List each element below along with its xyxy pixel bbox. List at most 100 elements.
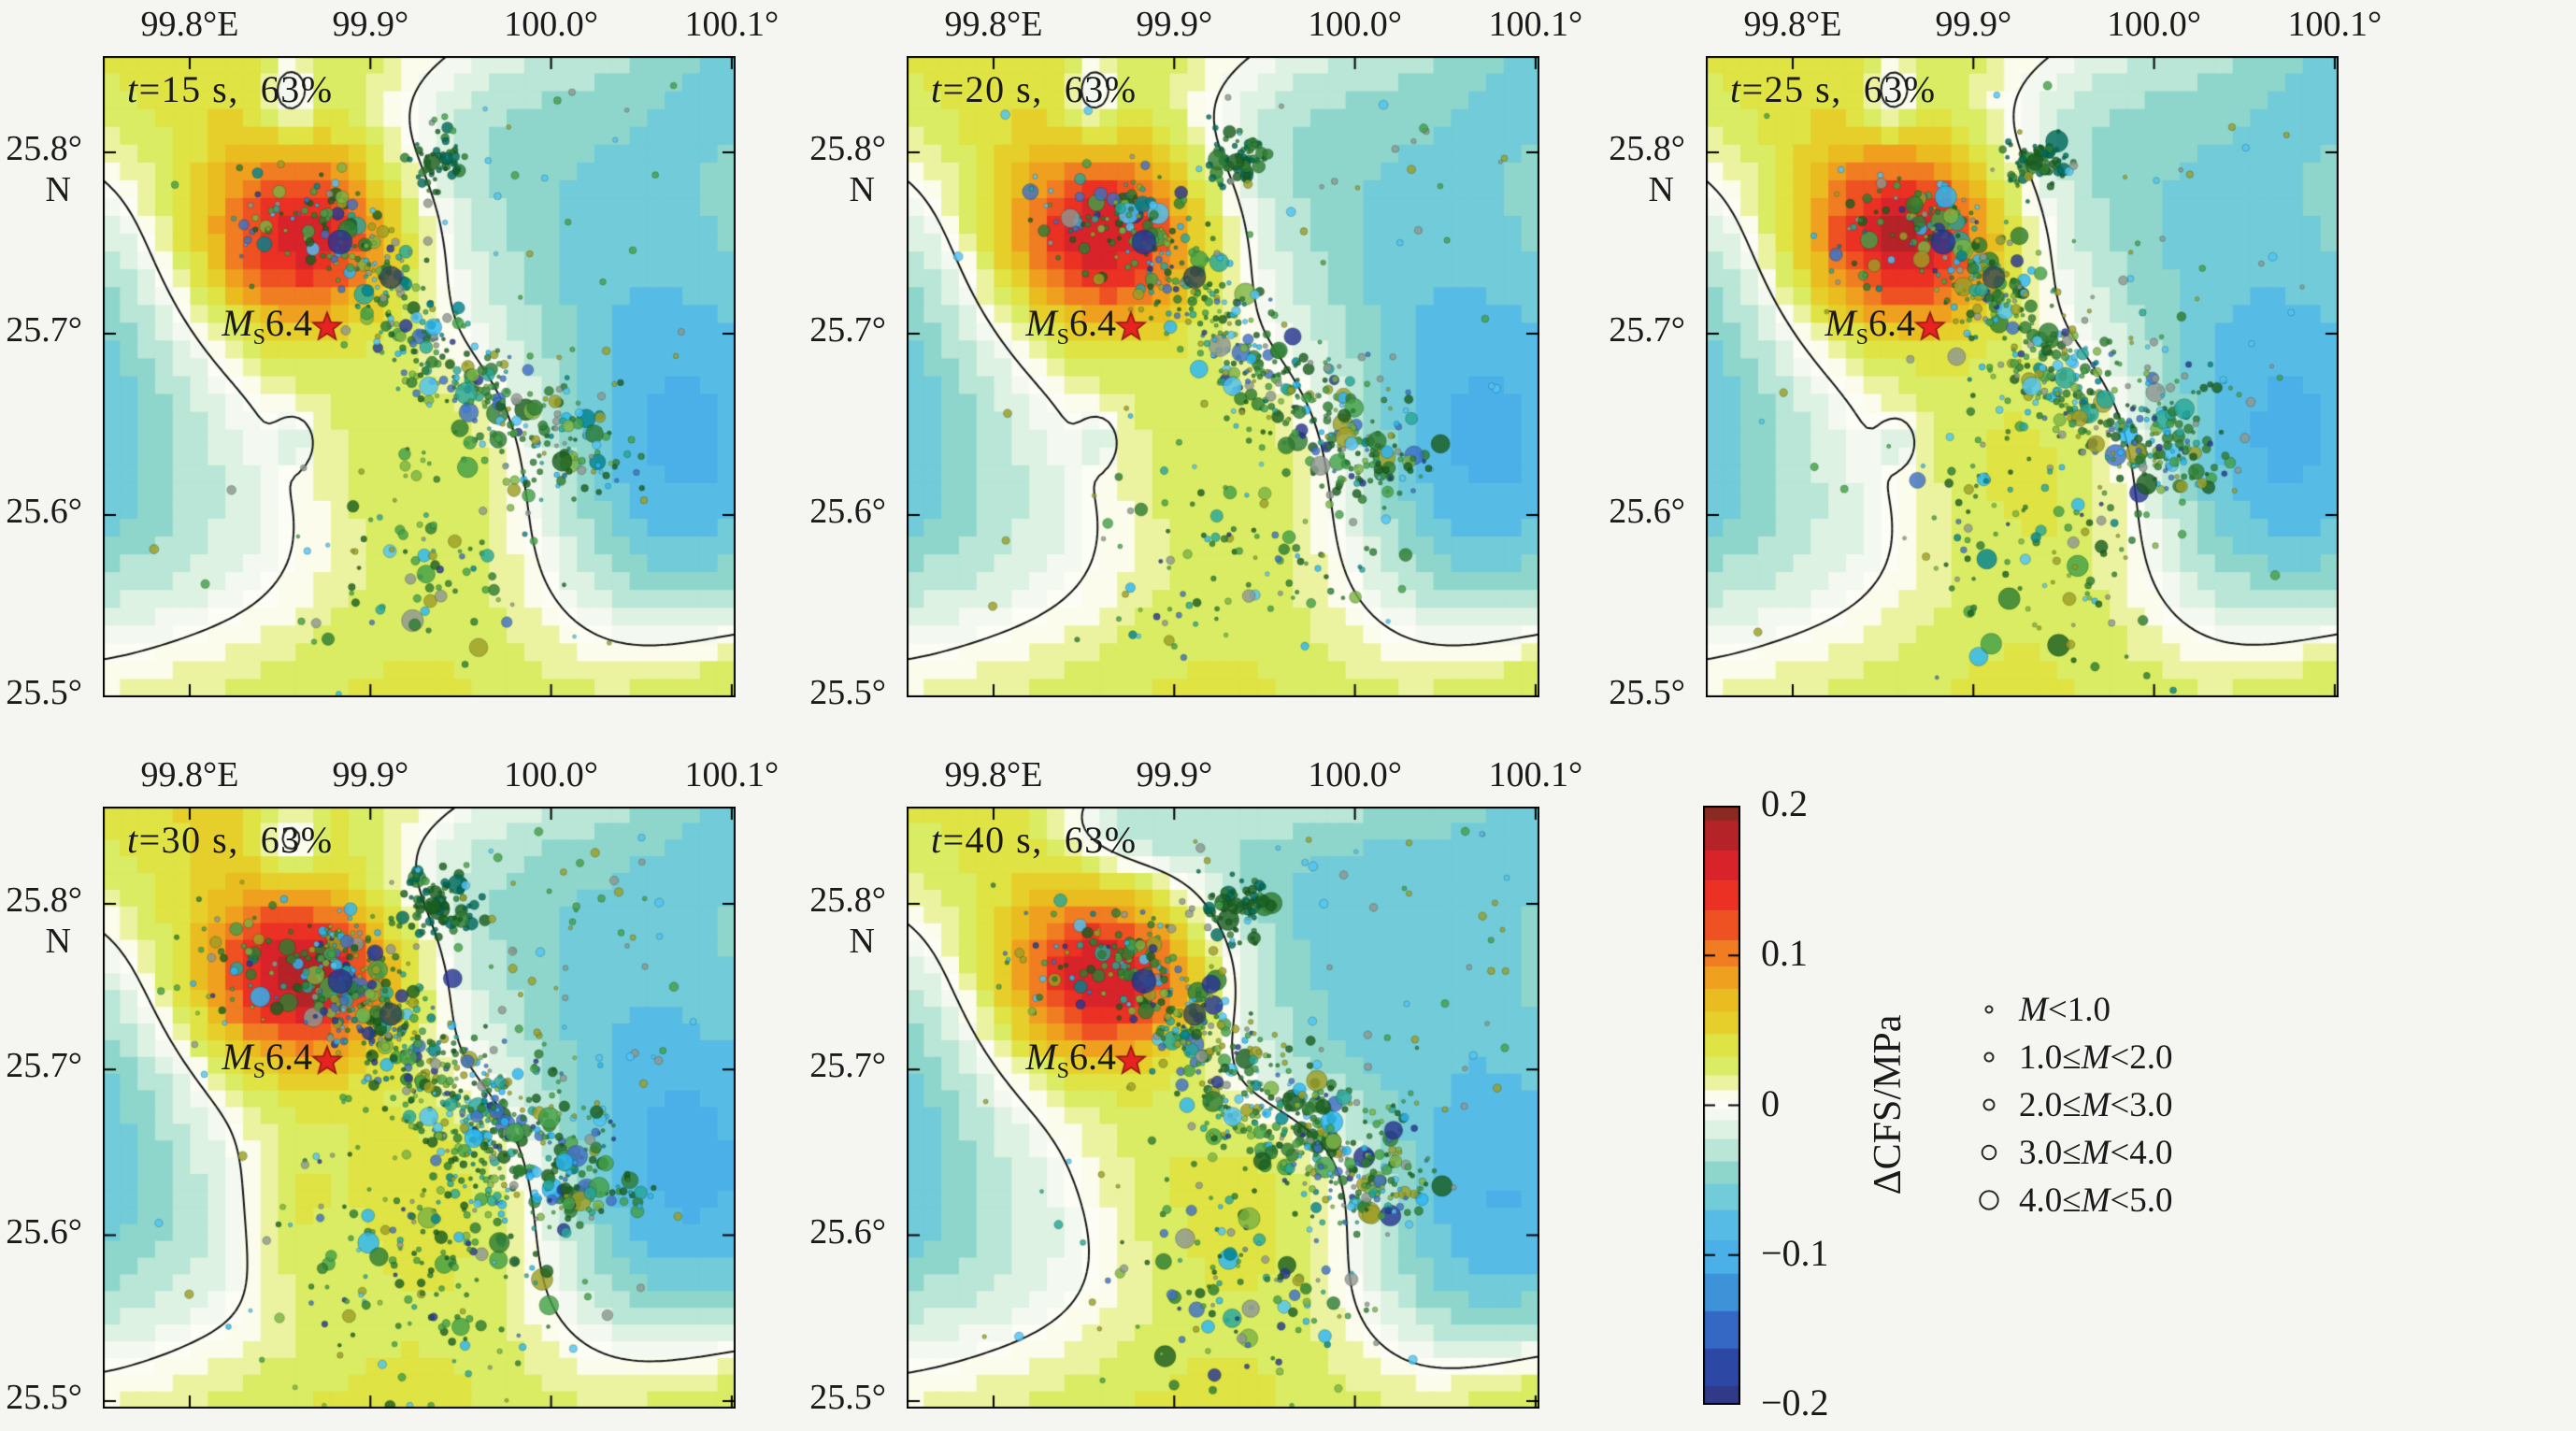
epicenter-label-part: S: [1855, 325, 1868, 351]
map-panel-t40: 99.8°E 99.9° 100.0° 100.1° 25.8° 25.7° 25.6° 25…: [809, 755, 1582, 1417]
map-panel-t20: 99.8°E 99.9° 100.0° 100.1° 25.8° 25.7° 25.6° 25…: [809, 5, 1582, 712]
y-axis-tick-label: 25.6°: [809, 1211, 886, 1252]
magnitude-circle-icon: [1982, 1098, 1996, 1111]
magnitude-legend-label-part: 2.0≤: [2019, 1086, 2082, 1124]
epicenter-label-part: S: [252, 325, 265, 351]
y-axis-tick-label: 25.8°: [809, 129, 886, 168]
magnitude-legend-label-part: 4.0≤: [2019, 1181, 2082, 1220]
y-axis-tick-label: 25.7°: [1609, 310, 1685, 350]
epicenter-label-part: S: [1056, 1059, 1069, 1084]
y-axis-tick-label: 25.8°: [6, 880, 82, 920]
y-axis-tick-label: 25.8°: [1609, 129, 1685, 168]
epicenter-label-part: M: [222, 302, 253, 345]
stress-field-canvas: [103, 56, 736, 697]
epicenter-label-part: S: [1056, 325, 1069, 351]
y-axis-tick-label: 25.7°: [809, 1046, 886, 1086]
colorbar: [1703, 806, 1740, 1410]
y-axis-tick-label: 25.5°: [809, 673, 886, 712]
north-label: N: [849, 922, 875, 961]
y-axis-tick-label: 25.5°: [1609, 673, 1685, 712]
north-label: N: [45, 170, 71, 209]
x-axis-tick-label: 99.9°: [332, 755, 409, 794]
y-axis-tick-label: 25.8°: [809, 880, 886, 920]
x-axis-tick-label: 99.8°E: [944, 5, 1043, 44]
magnitude-legend-label-part: M: [2081, 1181, 2111, 1220]
magnitude-legend-label-part: 3.0≤: [2019, 1134, 2082, 1172]
magnitude-legend-label: M<1.0: [2019, 990, 2111, 1030]
panel-time-label: t=30 s, 63%: [127, 819, 334, 861]
x-axis-tick-label: 100.1°: [684, 5, 780, 44]
magnitude-legend-label: 3.0≤M<4.0: [2019, 1133, 2173, 1173]
y-axis-tick-label: 25.6°: [6, 1211, 82, 1252]
epicenter-label: MS6.4: [222, 1035, 312, 1084]
magnitude-circle-icon: [1979, 1190, 1999, 1210]
colorbar-tick-label: −0.2: [1761, 1381, 1829, 1424]
x-axis-tick-label: 99.8°E: [140, 5, 239, 44]
y-axis-tick-label: 25.5°: [809, 1377, 886, 1417]
stress-field-canvas: [1706, 56, 2339, 697]
map-panel-t15: 99.8°E 99.9° 100.0° 100.1° 25.8° 25.7° 25.6° 25…: [6, 5, 779, 712]
magnitude-circle-icon: [1984, 1005, 1994, 1014]
x-axis-tick-label: 100.0°: [2107, 5, 2201, 44]
colorbar-gradient: [1703, 806, 1740, 1405]
panel-time-label: t=20 s, 63%: [931, 68, 1138, 110]
north-label: N: [1648, 170, 1674, 209]
epicenter-label-part: 6.4: [1069, 302, 1116, 345]
x-axis-tick-label: 99.8°E: [1743, 5, 1842, 44]
magnitude-legend-label-part: <3.0: [2110, 1086, 2173, 1124]
epicenter-label: MS6.4: [1025, 1035, 1116, 1084]
colorbar-tick-label: −0.1: [1761, 1231, 1829, 1274]
magnitude-legend-label-part: <2.0: [2110, 1038, 2173, 1077]
magnitude-legend-label-part: <1.0: [2047, 991, 2111, 1029]
magnitude-legend-label-part: 1.0≤: [2019, 1038, 2082, 1077]
panel-time-label: t=25 s, 63%: [1730, 68, 1937, 110]
colorbar-tick-label: 0.2: [1761, 782, 1808, 824]
map-panel-t30: 99.8°E 99.9° 100.0° 100.1° 25.8° 25.7° 25.6° 25…: [6, 755, 779, 1417]
x-axis-tick-label: 100.0°: [504, 5, 598, 44]
epicenter-label-part: 6.4: [265, 302, 312, 345]
x-axis-tick-label: 100.0°: [1308, 755, 1402, 794]
north-label: N: [849, 170, 875, 209]
x-axis-tick-label: 99.9°: [1136, 5, 1213, 44]
north-label: N: [45, 922, 71, 961]
magnitude-legend-label-part: <5.0: [2110, 1181, 2173, 1220]
epicenter-label-part: 6.4: [265, 1036, 312, 1079]
y-axis-tick-label: 25.6°: [6, 492, 82, 531]
epicenter-label-part: M: [1825, 302, 1856, 345]
magnitude-legend-label: 2.0≤M<3.0: [2019, 1085, 2173, 1125]
epicenter-label-part: 6.4: [1868, 302, 1915, 345]
stress-field-canvas: [103, 807, 736, 1409]
x-axis-tick-label: 99.9°: [1935, 5, 2012, 44]
magnitude-circle-icon: [1981, 1144, 1997, 1161]
x-axis-tick-label: 100.0°: [504, 755, 598, 794]
x-axis-tick-label: 99.8°E: [140, 755, 239, 794]
y-axis-tick-label: 25.8°: [6, 129, 82, 168]
epicenter-label-part: S: [252, 1059, 265, 1084]
y-axis-tick-label: 25.7°: [6, 310, 82, 350]
x-axis-tick-label: 99.8°E: [944, 755, 1043, 794]
magnitude-legend-label-part: M: [2081, 1134, 2111, 1172]
y-axis-tick-label: 25.7°: [809, 310, 886, 350]
magnitude-legend-label-part: <4.0: [2110, 1134, 2173, 1172]
x-axis-tick-label: 99.9°: [1136, 755, 1213, 794]
panel-time-label: t=40 s, 63%: [931, 819, 1138, 861]
epicenter-label-part: M: [1025, 1036, 1057, 1079]
colorbar-axis-label: ΔCFS/MPa: [1867, 1014, 1910, 1195]
colorbar-tick-label: 0.1: [1761, 932, 1808, 975]
x-axis-tick-label: 100.1°: [2287, 5, 2383, 44]
colorbar-tick-label: 0: [1761, 1081, 1780, 1124]
epicenter-label-part: M: [1025, 302, 1057, 345]
x-axis-tick-label: 100.1°: [1488, 5, 1583, 44]
y-axis-tick-label: 25.6°: [809, 492, 886, 531]
magnitude-legend-label-part: M: [2081, 1038, 2111, 1077]
stress-field-canvas: [907, 56, 1539, 697]
epicenter-label: MS6.4: [222, 301, 312, 351]
x-axis-tick-label: 100.1°: [1488, 755, 1583, 794]
magnitude-legend-label-part: M: [2081, 1086, 2111, 1124]
stress-field-canvas: [907, 807, 1539, 1409]
y-axis-tick-label: 25.7°: [6, 1046, 82, 1086]
x-axis-tick-label: 100.1°: [684, 755, 780, 794]
panel-time-label: t=15 s, 63%: [127, 68, 334, 110]
x-axis-tick-label: 99.9°: [332, 5, 409, 44]
epicenter-label: MS6.4: [1025, 301, 1116, 351]
